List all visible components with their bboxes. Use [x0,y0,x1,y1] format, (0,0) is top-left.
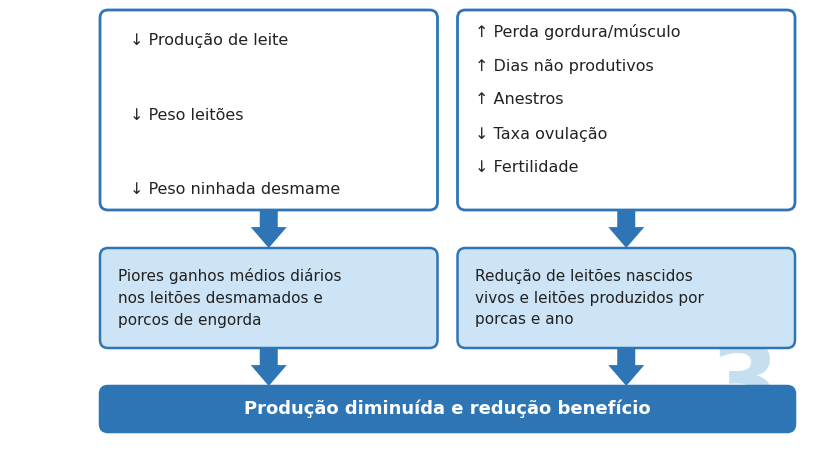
Text: 3: 3 [149,102,219,198]
Text: ↑ Anestros: ↑ Anestros [475,93,563,108]
Text: ↓ Produção de leite: ↓ Produção de leite [130,33,288,48]
Text: ↓ Fertilidade: ↓ Fertilidade [475,160,578,175]
FancyBboxPatch shape [100,248,437,348]
Text: Produção diminuída e redução benefício: Produção diminuída e redução benefício [244,400,650,418]
FancyBboxPatch shape [100,10,437,210]
Polygon shape [608,348,644,386]
FancyBboxPatch shape [100,386,794,432]
FancyBboxPatch shape [457,10,794,210]
FancyBboxPatch shape [457,248,794,348]
Text: 3: 3 [284,61,354,158]
Polygon shape [251,348,287,386]
Polygon shape [251,210,287,248]
Text: ↓ Taxa ovulação: ↓ Taxa ovulação [475,126,607,142]
Text: 3: 3 [608,82,677,179]
Text: Redução de leitões nascidos
vivos e leitões produzidos por
porcas e ano: Redução de leitões nascidos vivos e leit… [475,269,704,327]
Text: 3: 3 [708,338,778,436]
Text: 3: 3 [115,250,185,347]
Polygon shape [608,210,644,248]
Text: ↑ Dias não produtivos: ↑ Dias não produtivos [475,59,654,73]
Text: ↓ Peso ninhada desmame: ↓ Peso ninhada desmame [130,182,340,197]
Text: 3: 3 [719,250,789,347]
Text: ↑ Perda gordura/músculo: ↑ Perda gordura/músculo [475,24,680,40]
Text: ↓ Peso leitões: ↓ Peso leitões [130,108,243,122]
Text: Piores ganhos médios diários
nos leitões desmamados e
porcos de engorda: Piores ganhos médios diários nos leitões… [118,268,341,327]
